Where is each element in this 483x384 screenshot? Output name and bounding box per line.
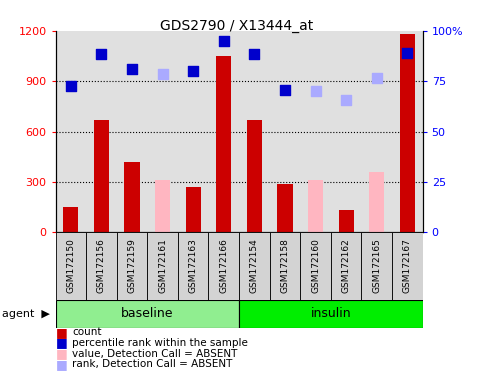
Bar [117,232,147,300]
Text: ■: ■ [56,347,67,360]
Point [251,51,258,57]
Point [128,66,136,73]
Text: GDS2790 / X13444_at: GDS2790 / X13444_at [160,19,313,33]
Point [312,88,319,94]
Bar [56,232,86,300]
Point [281,86,289,93]
Bar [125,162,140,232]
Text: GSM172167: GSM172167 [403,238,412,293]
Bar [400,34,415,232]
Text: GSM172166: GSM172166 [219,238,228,293]
Bar [185,187,201,232]
Point [342,96,350,103]
Bar [339,210,354,232]
Bar [147,232,178,300]
Text: GSM172163: GSM172163 [189,238,198,293]
Bar [331,232,361,300]
Bar [155,180,170,232]
Text: GSM172162: GSM172162 [341,238,351,293]
Text: value, Detection Call = ABSENT: value, Detection Call = ABSENT [72,349,238,359]
Bar [178,232,209,300]
Point [67,83,75,89]
Text: ■: ■ [56,336,67,349]
Bar [94,120,109,232]
Text: GSM172154: GSM172154 [250,238,259,293]
Point [373,74,381,81]
Bar [247,120,262,232]
Text: agent  ▶: agent ▶ [2,309,50,319]
Point [159,71,167,78]
Bar [56,300,239,328]
Point [189,68,197,74]
Text: ■: ■ [56,358,67,371]
Bar [392,232,423,300]
Bar [369,172,384,232]
Bar [209,232,239,300]
Point [220,38,227,44]
Text: insulin: insulin [311,308,351,320]
Text: GSM172161: GSM172161 [158,238,167,293]
Bar [361,232,392,300]
Bar [308,180,323,232]
Bar [300,232,331,300]
Point [403,50,411,56]
Text: count: count [72,327,102,337]
Text: GSM172150: GSM172150 [66,238,75,293]
Text: GSM172160: GSM172160 [311,238,320,293]
Text: GSM172159: GSM172159 [128,238,137,293]
Bar [239,232,270,300]
Text: GSM172158: GSM172158 [281,238,289,293]
Point [98,51,105,57]
Bar [270,232,300,300]
Text: rank, Detection Call = ABSENT: rank, Detection Call = ABSENT [72,359,233,369]
Text: percentile rank within the sample: percentile rank within the sample [72,338,248,348]
Text: ■: ■ [56,326,67,339]
Bar [216,56,231,232]
Bar [239,300,423,328]
Bar [63,207,78,232]
Text: GSM172156: GSM172156 [97,238,106,293]
Text: baseline: baseline [121,308,173,320]
Bar [86,232,117,300]
Bar [277,184,293,232]
Text: GSM172165: GSM172165 [372,238,381,293]
